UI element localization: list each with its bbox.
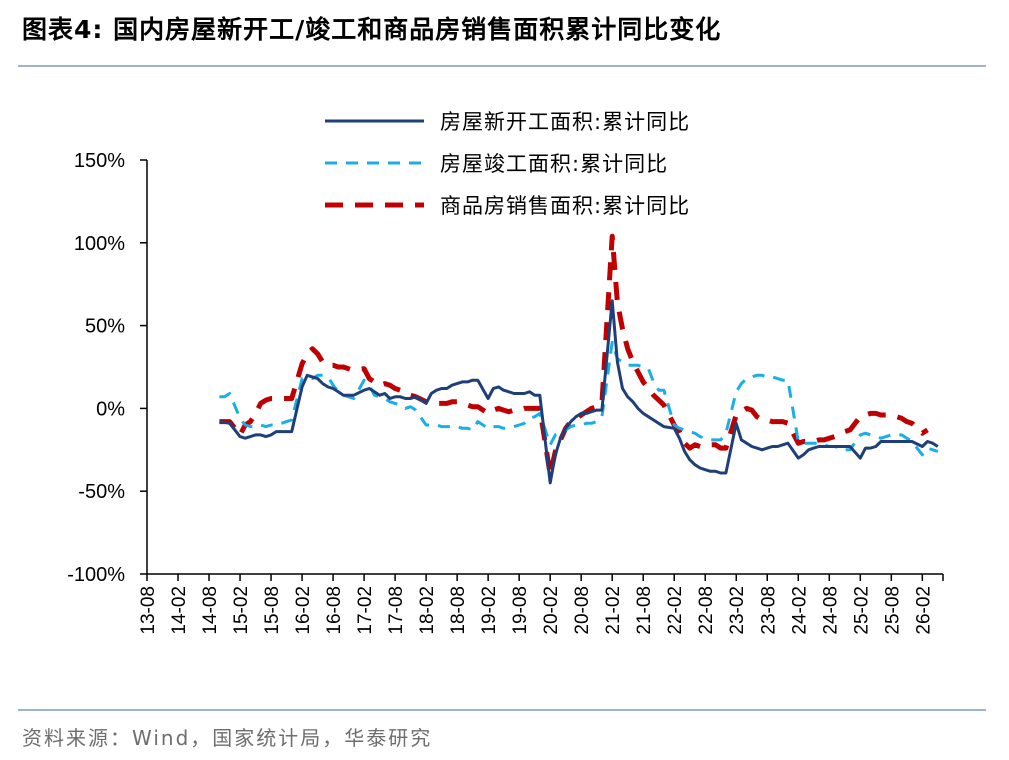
legend-label-2: 房屋竣工面积:累计同比 <box>440 152 668 176</box>
y-tick-label: -50% <box>78 481 125 503</box>
x-tick-label: 19-02 <box>479 586 500 635</box>
x-tick-label: 22-08 <box>696 586 717 635</box>
top-rule <box>18 65 986 67</box>
x-tick-label: 23-02 <box>727 586 748 635</box>
x-tick-label: 20-08 <box>572 586 593 635</box>
y-tick-label: 0% <box>96 398 125 420</box>
x-tick-label: 18-08 <box>448 586 469 635</box>
x-tick-label: 23-08 <box>758 586 779 635</box>
x-tick-label: 19-08 <box>510 586 531 635</box>
x-tick-label: 18-02 <box>417 586 438 635</box>
x-tick-label: 24-02 <box>789 586 810 635</box>
x-tick-label: 16-02 <box>293 586 314 635</box>
x-tick-label: 17-08 <box>386 586 407 635</box>
y-tick-label: 100% <box>74 233 125 255</box>
x-tick-label: 26-02 <box>913 586 934 635</box>
series-line-3 <box>219 233 929 478</box>
x-tick-label: 15-02 <box>231 586 252 635</box>
y-tick-label: -100% <box>67 564 125 586</box>
x-tick-label: 14-08 <box>200 586 221 635</box>
series-line-1 <box>219 299 939 485</box>
x-tick-label: 16-08 <box>324 586 345 635</box>
x-tick-label: 13-08 <box>138 586 159 635</box>
x-tick-label: 17-02 <box>355 586 376 635</box>
series-layer <box>219 233 939 485</box>
figure-title: 图表4: 国内房屋新开工/竣工和商品房销售面积累计同比变化 <box>22 15 722 44</box>
bottom-rule <box>18 709 986 711</box>
x-tick-label: 25-08 <box>882 586 903 635</box>
x-tick-label: 21-02 <box>603 586 624 635</box>
source-note: 资料来源：Wind，国家统计局，华泰研究 <box>22 726 433 750</box>
x-tick-label: 24-08 <box>820 586 841 635</box>
chart-axes: 150% 100% 50% 0% -50% -100% 13-08 14-02 14-08 15-… <box>67 150 944 635</box>
y-tick-label: 50% <box>85 316 125 338</box>
x-tick-label: 21-08 <box>634 586 655 635</box>
y-tick-label: 150% <box>74 150 125 172</box>
legend-label-3: 商品房销售面积:累计同比 <box>440 194 690 218</box>
legend-label-1: 房屋新开工面积:累计同比 <box>440 110 690 134</box>
line-chart: 150% 100% 50% 0% -50% -100% 13-08 14-02 14-08 15-… <box>67 110 944 635</box>
x-tick-label: 20-02 <box>541 586 562 635</box>
x-tick-label: 14-02 <box>169 586 190 635</box>
x-tick-label: 15-08 <box>262 586 283 635</box>
x-tick-label: 22-02 <box>665 586 686 635</box>
x-tick-label: 25-02 <box>851 586 872 635</box>
